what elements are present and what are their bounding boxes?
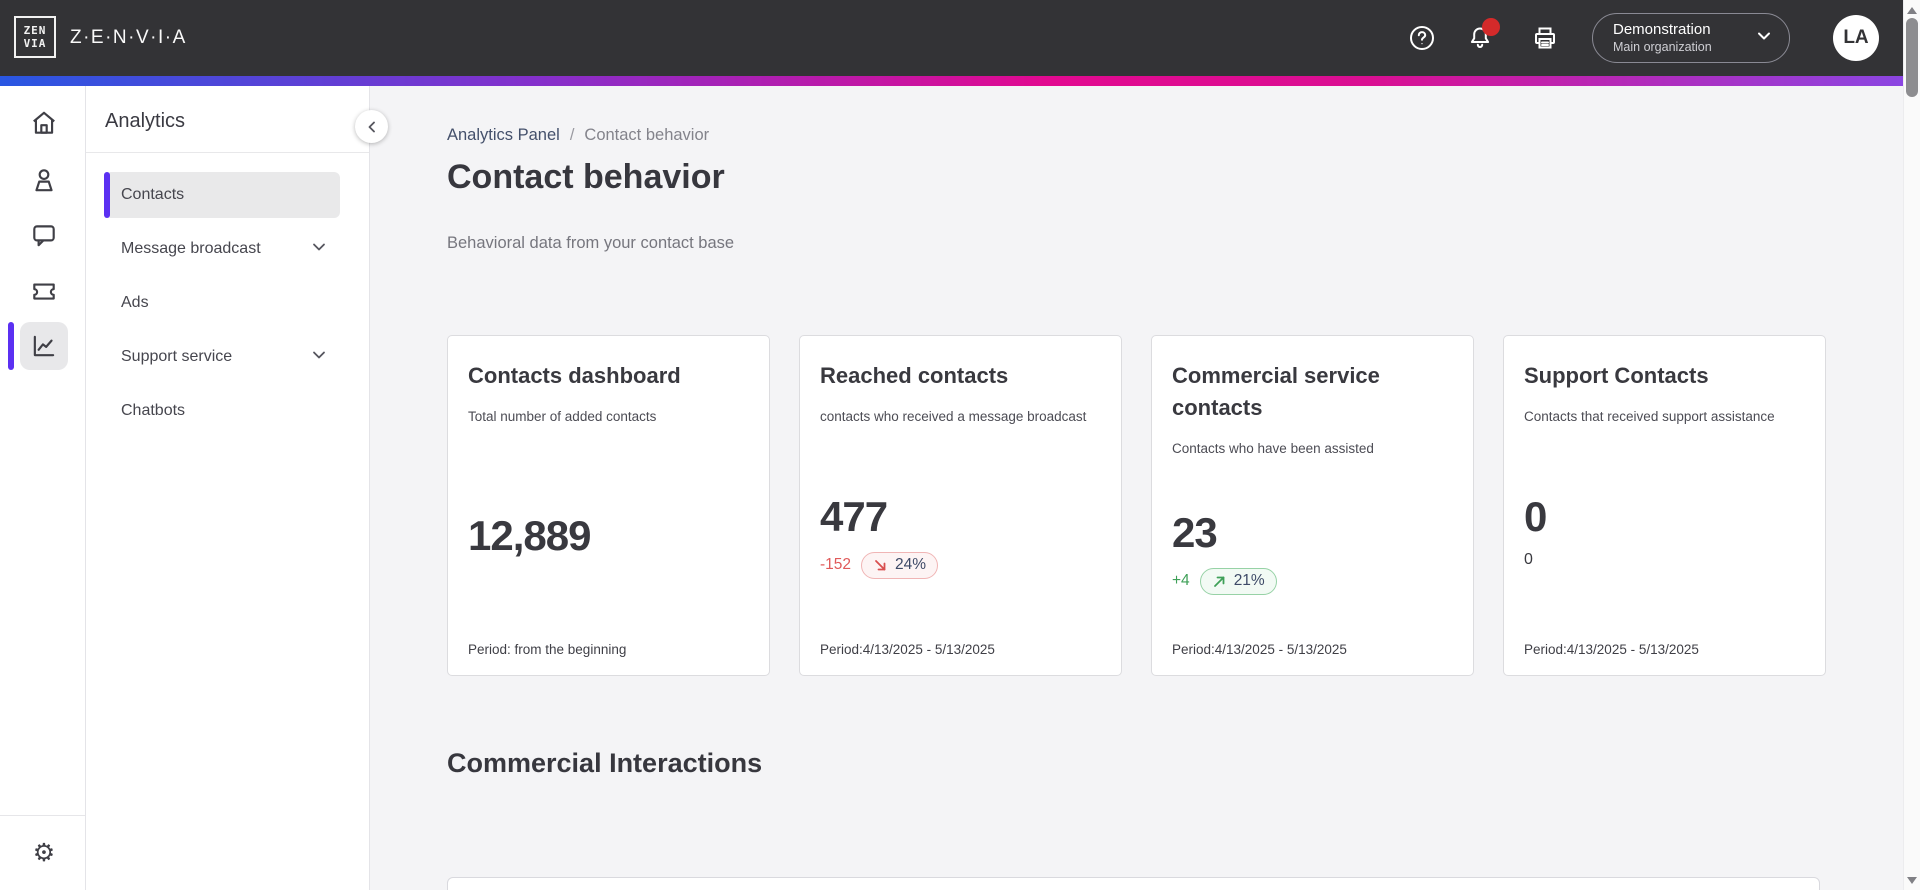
sidebar-item-message-broadcast[interactable]: Message broadcast (105, 226, 340, 272)
chevron-down-icon (310, 346, 328, 369)
home-icon[interactable] (30, 109, 58, 137)
card-description: Contacts that received support assistanc… (1524, 408, 1775, 424)
card-delta-row: -152 24% (820, 551, 1101, 579)
commercial-interactions-card (447, 877, 1820, 890)
card-sub-value: 0 (1524, 551, 1533, 569)
card-period: Period: from the beginning (468, 642, 627, 657)
breadcrumb-separator: / (569, 126, 575, 144)
card-reached-contacts: Reached contacts contacts who received a… (799, 335, 1122, 676)
sidebar-item-contacts[interactable]: Contacts (104, 172, 340, 218)
brand-wordmark: Z·E·N·V·I·A (70, 27, 187, 48)
card-title: Contacts dashboard (468, 363, 681, 388)
card-period: Period:4/13/2025 - 5/13/2025 (1524, 642, 1699, 657)
active-item-indicator (104, 172, 110, 218)
rail-divider (0, 815, 85, 816)
notifications-bell-icon[interactable] (1467, 18, 1500, 51)
primary-nav-rail: ⚙ (0, 86, 86, 890)
trend-badge-down: 24% (861, 551, 939, 579)
card-period: Period:4/13/2025 - 5/13/2025 (820, 642, 995, 657)
organization-name: Demonstration (1613, 21, 1711, 38)
sidebar-item-label: Message broadcast (121, 240, 261, 257)
sidebar-item-chatbots[interactable]: Chatbots (105, 388, 340, 434)
arrow-up-right-icon (1213, 576, 1225, 587)
analytics-sidebar: Analytics Contacts Message broadcast Ads… (86, 86, 388, 890)
logo-text-top: ZEN (23, 23, 47, 37)
organization-switcher[interactable]: Demonstration Main organization (1592, 13, 1790, 63)
card-commercial-service-contacts: Commercial service contacts Contacts who… (1151, 335, 1474, 676)
sidebar-collapse-button[interactable] (355, 110, 388, 143)
active-rail-indicator (8, 322, 14, 370)
help-icon[interactable] (1409, 25, 1435, 51)
chevron-down-icon (310, 238, 328, 261)
trend-percent: 24% (895, 556, 927, 574)
sidebar-item-label: Chatbots (121, 402, 186, 419)
organization-detail: Main organization (1613, 40, 1712, 54)
settings-gear-icon[interactable]: ⚙ (32, 839, 56, 867)
card-value: 477 (820, 493, 888, 541)
card-description: Total number of added contacts (468, 408, 657, 424)
arrow-down-right-icon (875, 560, 886, 571)
trend-percent: 21% (1233, 572, 1265, 590)
chevron-down-icon (1753, 25, 1775, 52)
delta-value: -152 (820, 556, 852, 574)
user-avatar[interactable]: LA (1833, 15, 1879, 61)
conversations-chat-icon[interactable] (30, 221, 58, 249)
scrollbar-down-arrow[interactable] (1907, 877, 1917, 884)
card-contacts-dashboard: Contacts dashboard Total number of added… (447, 335, 770, 676)
print-icon[interactable] (1532, 25, 1558, 51)
sidebar-divider (86, 152, 369, 153)
notification-badge (1482, 18, 1500, 36)
card-value: 0 (1524, 493, 1547, 541)
breadcrumb-link-analytics-panel[interactable]: Analytics Panel (447, 126, 560, 144)
analytics-chart-icon[interactable] (20, 322, 68, 370)
card-delta-row: +4 21% (1172, 567, 1453, 595)
card-title: Reached contacts (820, 363, 1009, 388)
main-content: Analytics Panel / Contact behavior Conta… (370, 86, 1903, 890)
scrollbar-thumb[interactable] (1906, 18, 1918, 97)
card-support-contacts: Support Contacts Contacts that received … (1503, 335, 1826, 676)
card-description: contacts who received a message broadcas… (820, 408, 1087, 424)
card-value: 12,889 (468, 512, 591, 560)
delta-value: +4 (1172, 572, 1190, 590)
sidebar-item-label: Support service (121, 348, 233, 365)
logo-text-bottom: VIA (23, 36, 47, 50)
breadcrumb-current: Contact behavior (584, 126, 710, 144)
card-value: 23 (1172, 509, 1218, 557)
scrollbar-up-arrow[interactable] (1907, 7, 1917, 14)
card-period: Period:4/13/2025 - 5/13/2025 (1172, 641, 1347, 657)
breadcrumb: Analytics Panel / Contact behavior (447, 126, 709, 145)
sidebar-item-support-service[interactable]: Support service (105, 334, 340, 380)
page-title: Contact behavior (447, 158, 725, 196)
sidebar-item-label: Ads (121, 294, 149, 311)
contacts-person-icon[interactable] (30, 166, 58, 194)
kpi-cards-row: Contacts dashboard Total number of added… (447, 335, 1826, 676)
top-header-bar: ZEN VIA Z·E·N·V·I·A (0, 0, 1903, 76)
sidebar-item-label: Contacts (121, 186, 185, 203)
sidebar-title: Analytics (105, 110, 186, 132)
page-subtitle: Behavioral data from your contact base (447, 234, 735, 252)
card-title: Support Contacts (1524, 363, 1709, 388)
section-heading-commercial-interactions: Commercial Interactions (447, 748, 763, 778)
ticket-icon[interactable] (30, 277, 58, 305)
trend-badge-up: 21% (1199, 567, 1277, 595)
brand-gradient-bar (0, 76, 1903, 86)
card-title: Commercial service contacts (1172, 363, 1380, 420)
sidebar-item-ads[interactable]: Ads (105, 280, 340, 326)
avatar-initials: LA (1843, 27, 1869, 48)
organization-switcher-texts: Demonstration Main organization (1613, 21, 1753, 55)
card-description: Contacts who have been assisted (1172, 440, 1374, 456)
zenvia-logo-icon[interactable]: ZEN VIA (14, 16, 56, 58)
page-scrollbar[interactable] (1903, 0, 1920, 890)
